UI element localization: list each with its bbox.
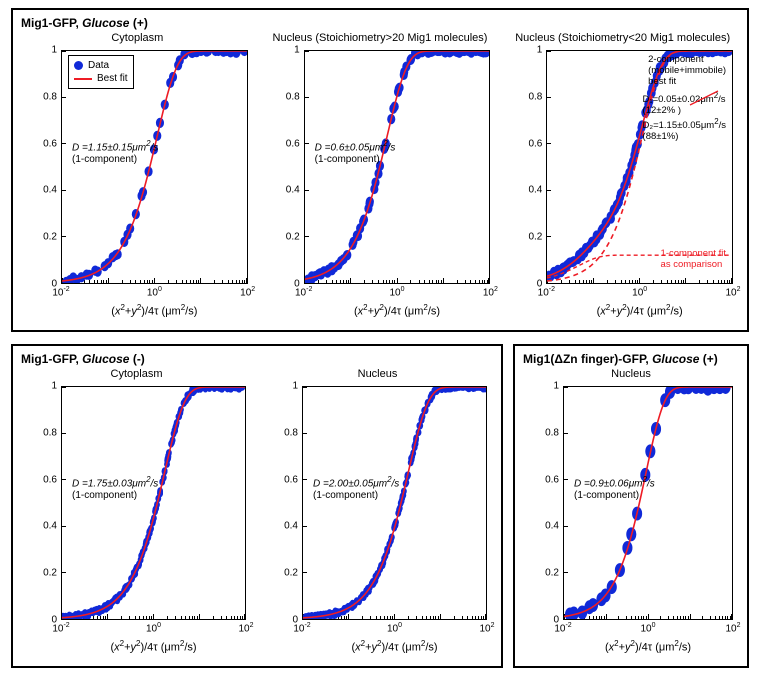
plot-area: D =1.15±0.15μm2/s(1-component) DataBest f…	[61, 50, 248, 284]
x-axis-label: (x2+y2)/4τ (μm2/s)	[546, 303, 733, 318]
subplot: NucleusCumulative ProbabilityD =2.00±0.0…	[262, 368, 493, 656]
diffusion-annot: D =1.75±0.03μm2/s(1-component)	[72, 475, 158, 502]
subplot: CytoplasmCumulative ProbabilityD =1.15±0…	[21, 32, 254, 320]
plot-area: 2-component(mobile+immobile)best fitD₁=0…	[546, 50, 733, 284]
panel-A: Mig1-GFP, Glucose (+) CytoplasmCumulative…	[11, 8, 749, 332]
x-axis-label: (x2+y2)/4τ (μm2/s)	[61, 303, 248, 318]
plot-area: D =1.75±0.03μm2/s(1-component)	[61, 386, 246, 620]
diffusion-annot: D =0.9±0.06μm2/s(1-component)	[574, 475, 655, 502]
panel-title: Mig1-GFP, Glucose (-)	[21, 352, 493, 366]
x-axis-label: (x2+y2)/4τ (μm2/s)	[61, 639, 246, 654]
subplot: NucleusCumulative ProbabilityD =0.9±0.06…	[523, 368, 739, 656]
panel-C: Mig1(ΔZn finger)-GFP, Glucose (+) Nucleus…	[513, 344, 749, 668]
diffusion-annot: D =0.6±0.05μm2/s(1-component)	[315, 139, 396, 166]
x-axis-label: (x2+y2)/4τ (μm2/s)	[302, 639, 487, 654]
panel-title: Mig1-GFP, Glucose (+)	[21, 16, 739, 30]
subplot: Nucleus (Stoichiometry>20 Mig1 molecules…	[264, 32, 497, 320]
subplot: CytoplasmCumulative ProbabilityD =1.75±0…	[21, 368, 252, 656]
figure-root: Mig1-GFP, Glucose (+) CytoplasmCumulative…	[0, 0, 760, 677]
one-comp-compare-label: 1-component fitas comparison	[661, 249, 726, 271]
two-comp-values: D₁=0.05±0.02μm2/s(12±2% )D₂=1.15±0.05μm2…	[643, 91, 726, 143]
plot-area: D =0.9±0.06μm2/s(1-component)	[563, 386, 733, 620]
plot-area: D =0.6±0.05μm2/s(1-component)	[304, 50, 491, 284]
diffusion-annot: D =2.00±0.05μm2/s(1-component)	[313, 475, 399, 502]
panel-title: Mig1(ΔZn finger)-GFP, Glucose (+)	[523, 352, 739, 366]
legend: DataBest fit	[68, 55, 134, 89]
diffusion-annot: D =1.15±0.15μm2/s(1-component)	[72, 139, 158, 166]
x-axis-label: (x2+y2)/4τ (μm2/s)	[304, 303, 491, 318]
plot-area: D =2.00±0.05μm2/s(1-component)	[302, 386, 487, 620]
x-axis-label: (x2+y2)/4τ (μm2/s)	[563, 639, 733, 654]
panel-B: Mig1-GFP, Glucose (-) CytoplasmCumulative…	[11, 344, 503, 668]
subplot: Nucleus (Stoichiometry<20 Mig1 molecules…	[506, 32, 739, 320]
two-comp-label: 2-component(mobile+immobile)best fit	[648, 55, 726, 88]
